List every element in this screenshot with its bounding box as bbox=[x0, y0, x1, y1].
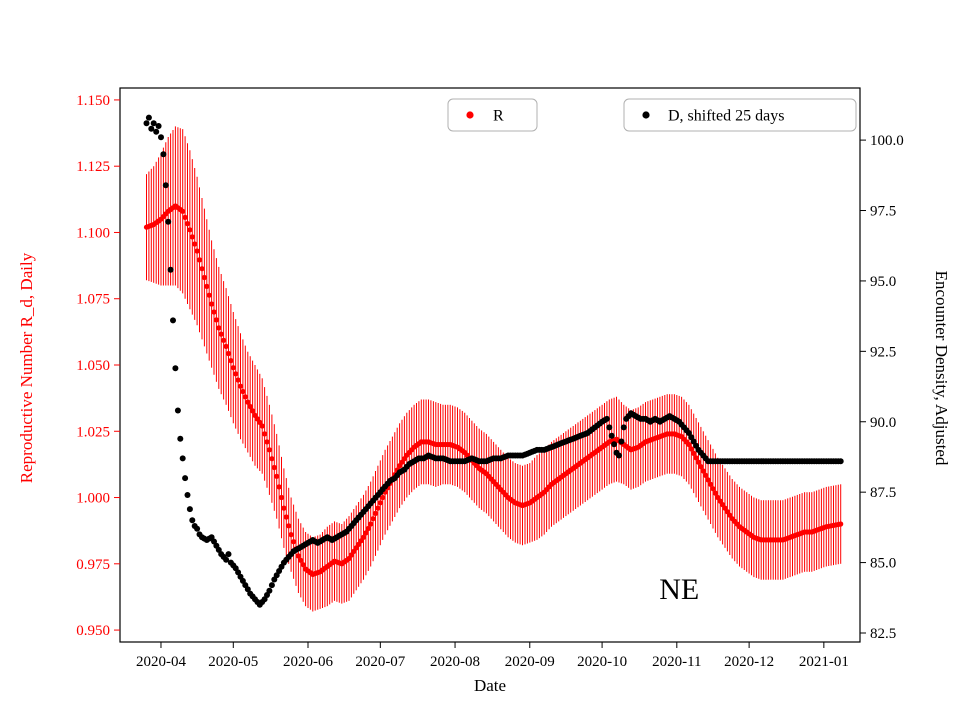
svg-text:1.000: 1.000 bbox=[76, 491, 110, 507]
svg-text:2020-05: 2020-05 bbox=[208, 654, 258, 670]
svg-text:2021-01: 2021-01 bbox=[799, 654, 849, 670]
svg-text:2020-08: 2020-08 bbox=[430, 654, 480, 670]
legend-r-marker-icon bbox=[466, 111, 474, 119]
legend-d: D, shifted 25 days bbox=[623, 98, 857, 132]
x-axis-ticks: 2020-04 2020-05 2020-06 2020-07 2020-08 2020-… bbox=[136, 642, 849, 670]
svg-text:2020-10: 2020-10 bbox=[577, 654, 627, 670]
svg-text:97.5: 97.5 bbox=[870, 204, 896, 220]
svg-text:0.950: 0.950 bbox=[76, 623, 110, 639]
svg-text:1.125: 1.125 bbox=[76, 159, 110, 175]
legend-r-label: R bbox=[493, 108, 504, 125]
legend-d-box bbox=[623, 98, 857, 132]
svg-text:1.150: 1.150 bbox=[76, 93, 110, 109]
svg-text:1.050: 1.050 bbox=[76, 358, 110, 374]
left-axis-label: Reproductive Number R_d, Daily bbox=[17, 252, 36, 483]
r-series bbox=[143, 203, 844, 578]
state-annotation: NE bbox=[659, 573, 699, 606]
svg-text:2020-09: 2020-09 bbox=[505, 654, 555, 670]
x-axis-label: Date bbox=[474, 676, 506, 695]
legend-d-label: D, shifted 25 days bbox=[668, 108, 784, 125]
svg-text:2020-07: 2020-07 bbox=[355, 654, 405, 670]
svg-text:1.025: 1.025 bbox=[76, 424, 110, 440]
legend-r: R bbox=[447, 98, 538, 132]
svg-text:87.5: 87.5 bbox=[870, 485, 896, 501]
svg-text:2020-04: 2020-04 bbox=[136, 654, 186, 670]
svg-text:85.0: 85.0 bbox=[870, 556, 896, 572]
svg-text:2020-11: 2020-11 bbox=[652, 654, 701, 670]
left-axis-ticks: 0.950 0.975 1.000 1.025 1.050 1.075 1.100 1.125… bbox=[76, 93, 120, 639]
svg-text:100.0: 100.0 bbox=[870, 133, 904, 149]
legend-d-marker-icon bbox=[642, 111, 650, 119]
right-axis-label: Encounter Density, Adjusted bbox=[932, 271, 951, 466]
svg-text:95.0: 95.0 bbox=[870, 274, 896, 290]
r-errorbars bbox=[146, 126, 842, 612]
right-axis-ticks: 82.5 85.0 87.5 90.0 92.5 95.0 97.5 100.0 bbox=[860, 133, 904, 642]
svg-text:0.975: 0.975 bbox=[76, 557, 110, 573]
svg-text:2020-12: 2020-12 bbox=[724, 654, 774, 670]
svg-text:1.075: 1.075 bbox=[76, 292, 110, 308]
svg-text:82.5: 82.5 bbox=[870, 626, 896, 642]
d-series bbox=[143, 114, 844, 608]
svg-text:2020-06: 2020-06 bbox=[283, 654, 333, 670]
legend-r-box bbox=[447, 98, 538, 132]
svg-text:92.5: 92.5 bbox=[870, 344, 896, 360]
svg-text:90.0: 90.0 bbox=[870, 415, 896, 431]
svg-text:1.100: 1.100 bbox=[76, 225, 110, 241]
